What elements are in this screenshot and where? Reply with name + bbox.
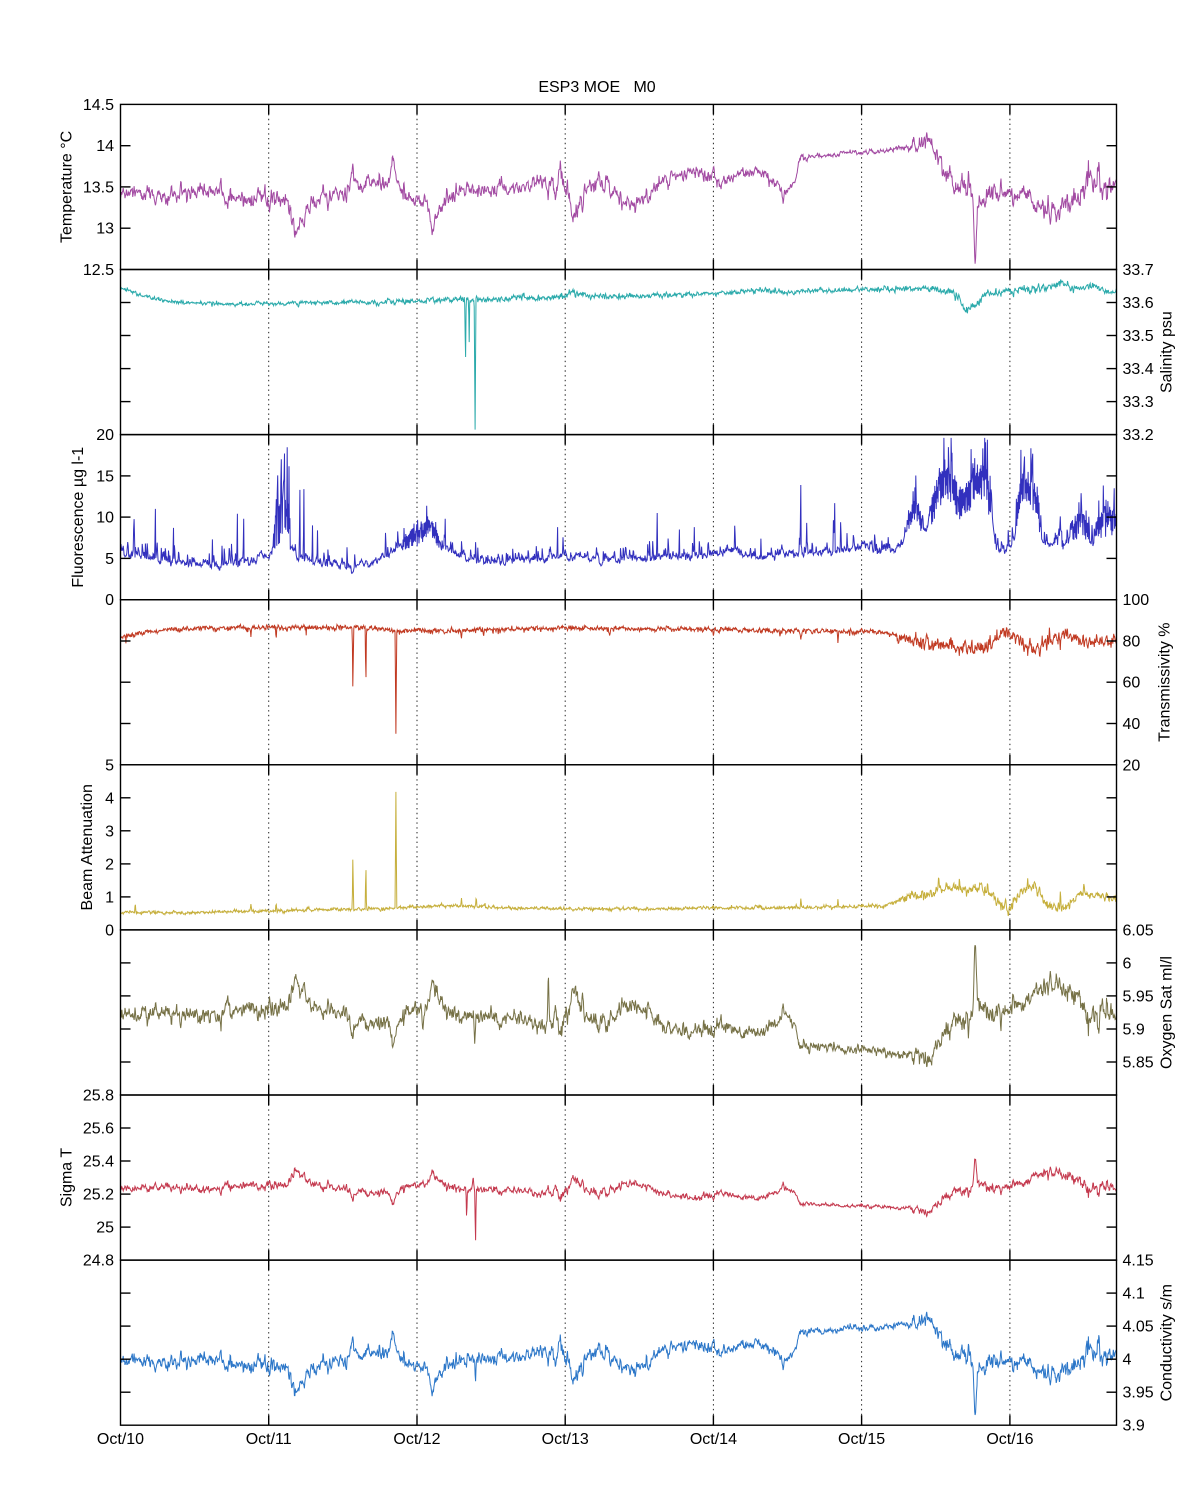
svg-text:Temperature °C: Temperature °C — [59, 131, 76, 243]
svg-text:Oxygen Sat ml/l: Oxygen Sat ml/l — [1159, 956, 1176, 1069]
svg-text:25.8: 25.8 — [83, 1088, 114, 1105]
svg-text:4: 4 — [1123, 1352, 1132, 1369]
svg-text:3.9: 3.9 — [1123, 1418, 1145, 1435]
svg-text:Oct/12: Oct/12 — [393, 1431, 440, 1448]
svg-text:40: 40 — [1123, 716, 1141, 733]
svg-text:5.95: 5.95 — [1123, 988, 1154, 1005]
svg-text:13.5: 13.5 — [83, 179, 114, 196]
svg-text:33.3: 33.3 — [1123, 394, 1154, 411]
svg-text:Oct/10: Oct/10 — [97, 1431, 144, 1448]
svg-text:20: 20 — [1123, 757, 1141, 774]
svg-text:100: 100 — [1123, 592, 1150, 609]
svg-text:Oct/15: Oct/15 — [838, 1431, 885, 1448]
svg-text:4.1: 4.1 — [1123, 1286, 1145, 1303]
svg-text:33.2: 33.2 — [1123, 427, 1154, 444]
svg-text:Oct/13: Oct/13 — [542, 1431, 589, 1448]
svg-text:24.8: 24.8 — [83, 1253, 114, 1270]
svg-text:Sigma T: Sigma T — [59, 1148, 76, 1208]
svg-text:6.05: 6.05 — [1123, 922, 1154, 939]
svg-text:33.7: 33.7 — [1123, 262, 1154, 279]
svg-text:33.5: 33.5 — [1123, 328, 1154, 345]
svg-text:33.6: 33.6 — [1123, 295, 1154, 312]
svg-text:Oct/14: Oct/14 — [690, 1431, 737, 1448]
svg-text:0: 0 — [105, 592, 114, 609]
svg-text:20: 20 — [96, 427, 114, 444]
svg-text:Fluorescence µg l-1: Fluorescence µg l-1 — [70, 447, 87, 588]
svg-text:5: 5 — [105, 551, 114, 568]
svg-text:5.9: 5.9 — [1123, 1022, 1145, 1039]
svg-text:6: 6 — [1123, 955, 1132, 972]
svg-text:13: 13 — [96, 221, 114, 238]
svg-text:60: 60 — [1123, 675, 1141, 692]
svg-text:Salinity psu: Salinity psu — [1159, 311, 1176, 393]
svg-text:2: 2 — [105, 856, 114, 873]
svg-text:33.4: 33.4 — [1123, 361, 1154, 378]
svg-text:4: 4 — [105, 790, 114, 807]
svg-text:Conductivity s/m: Conductivity s/m — [1159, 1284, 1176, 1401]
svg-text:ESP3 MOE M0: ESP3 MOE M0 — [538, 79, 655, 96]
svg-text:4.05: 4.05 — [1123, 1319, 1154, 1336]
svg-text:15: 15 — [96, 468, 114, 485]
svg-text:10: 10 — [96, 510, 114, 527]
svg-text:12.5: 12.5 — [83, 262, 114, 279]
svg-text:25.4: 25.4 — [83, 1154, 114, 1171]
svg-text:Oct/16: Oct/16 — [986, 1431, 1033, 1448]
svg-text:25: 25 — [96, 1220, 114, 1237]
svg-text:80: 80 — [1123, 634, 1141, 651]
svg-text:Transmissivity %: Transmissivity % — [1156, 622, 1173, 741]
svg-text:14.5: 14.5 — [83, 97, 114, 114]
svg-text:5: 5 — [105, 757, 114, 774]
svg-text:Beam Attenuation: Beam Attenuation — [79, 784, 96, 910]
svg-text:25.2: 25.2 — [83, 1187, 114, 1204]
svg-text:0: 0 — [105, 922, 114, 939]
svg-text:4.15: 4.15 — [1123, 1253, 1154, 1270]
svg-text:5.85: 5.85 — [1123, 1055, 1154, 1072]
svg-text:1: 1 — [105, 889, 114, 906]
svg-text:Oct/11: Oct/11 — [246, 1431, 292, 1448]
svg-text:25.6: 25.6 — [83, 1121, 114, 1138]
svg-text:3.95: 3.95 — [1123, 1385, 1154, 1402]
svg-text:3: 3 — [105, 823, 114, 840]
svg-text:14: 14 — [96, 138, 114, 155]
